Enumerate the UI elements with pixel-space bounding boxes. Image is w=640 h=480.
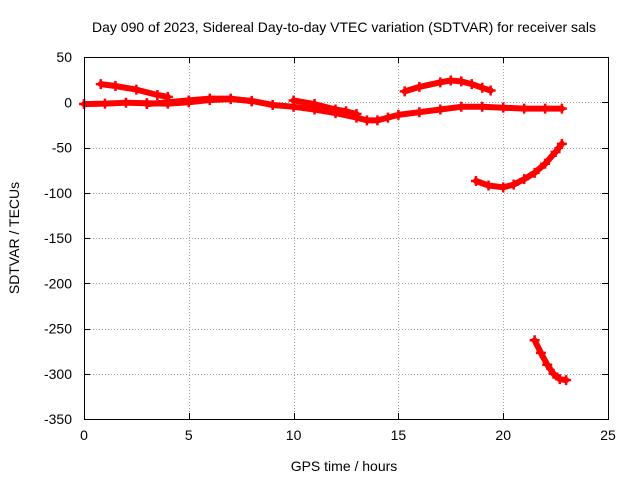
data-point — [330, 104, 341, 115]
x-tick-label: 0 — [80, 427, 88, 443]
data-point — [456, 76, 467, 87]
data-point — [477, 82, 488, 93]
tick-labels: 0 5 10 15 20 25 50 0 -50 -100 -150 -200 -250 -300 -350 — [44, 49, 616, 443]
data-point — [414, 81, 425, 92]
data-point — [485, 85, 496, 96]
y-tick-label: -150 — [44, 230, 72, 246]
data-point — [399, 86, 410, 97]
data-point — [246, 96, 257, 107]
data-point — [498, 102, 509, 113]
data-point — [540, 103, 551, 114]
data-point — [382, 112, 393, 123]
data-point — [120, 97, 131, 108]
data-point — [341, 106, 351, 117]
data-point — [498, 182, 509, 193]
data-point — [99, 98, 110, 109]
data-point — [414, 107, 425, 118]
data-point — [548, 368, 559, 379]
y-tick-label: -300 — [44, 366, 72, 382]
data-point — [470, 175, 481, 186]
y-tick-label: 0 — [64, 94, 72, 110]
y-tick-label: -250 — [44, 321, 72, 337]
x-tick-label: 5 — [185, 427, 193, 443]
data-point — [204, 93, 215, 104]
data-point — [466, 79, 477, 90]
data-point — [540, 158, 551, 169]
data-point — [162, 97, 173, 108]
data-point — [110, 80, 121, 91]
y-axis-title: SDTVAR / TECUs — [6, 182, 22, 294]
data-point — [483, 180, 494, 191]
y-tick-label: -350 — [44, 411, 72, 427]
data-point — [508, 179, 519, 190]
y-tick-label: -50 — [52, 140, 72, 156]
grid-lines — [84, 57, 608, 419]
data-point — [561, 375, 572, 386]
data-point — [95, 79, 106, 90]
data-point — [477, 101, 488, 112]
y-tick-label: 50 — [56, 49, 72, 65]
x-tick-label: 20 — [495, 427, 511, 443]
data-point — [361, 115, 372, 126]
data-point — [535, 347, 546, 358]
data-point — [225, 93, 236, 104]
data-point — [288, 95, 299, 106]
data-point — [351, 109, 362, 120]
data-point — [556, 138, 567, 149]
data-point — [529, 167, 540, 178]
plot-frame — [84, 57, 609, 420]
data-point — [393, 109, 404, 120]
data-point — [456, 101, 467, 112]
data-point — [550, 147, 561, 158]
x-tick-label: 25 — [600, 427, 616, 443]
data-point — [267, 99, 278, 110]
data-point — [309, 99, 320, 110]
data-point — [131, 84, 142, 95]
data-series — [79, 75, 572, 386]
data-point — [542, 359, 553, 370]
data-point — [152, 90, 163, 101]
x-tick-label: 10 — [286, 427, 302, 443]
data-point — [445, 75, 456, 86]
y-tick-label: -100 — [44, 185, 72, 201]
data-point — [519, 103, 530, 114]
y-tick-label: -200 — [44, 275, 72, 291]
data-point — [529, 335, 540, 346]
data-point — [435, 104, 446, 115]
data-point — [372, 115, 383, 126]
x-tick-label: 15 — [391, 427, 407, 443]
data-point — [519, 174, 530, 185]
data-point — [556, 103, 567, 114]
data-point — [435, 77, 446, 88]
data-point — [183, 95, 194, 106]
chart-title: Day 090 of 2023, Sidereal Day-to-day VTE… — [92, 19, 596, 35]
x-axis-title: GPS time / hours — [291, 458, 398, 474]
data-point — [141, 99, 152, 110]
